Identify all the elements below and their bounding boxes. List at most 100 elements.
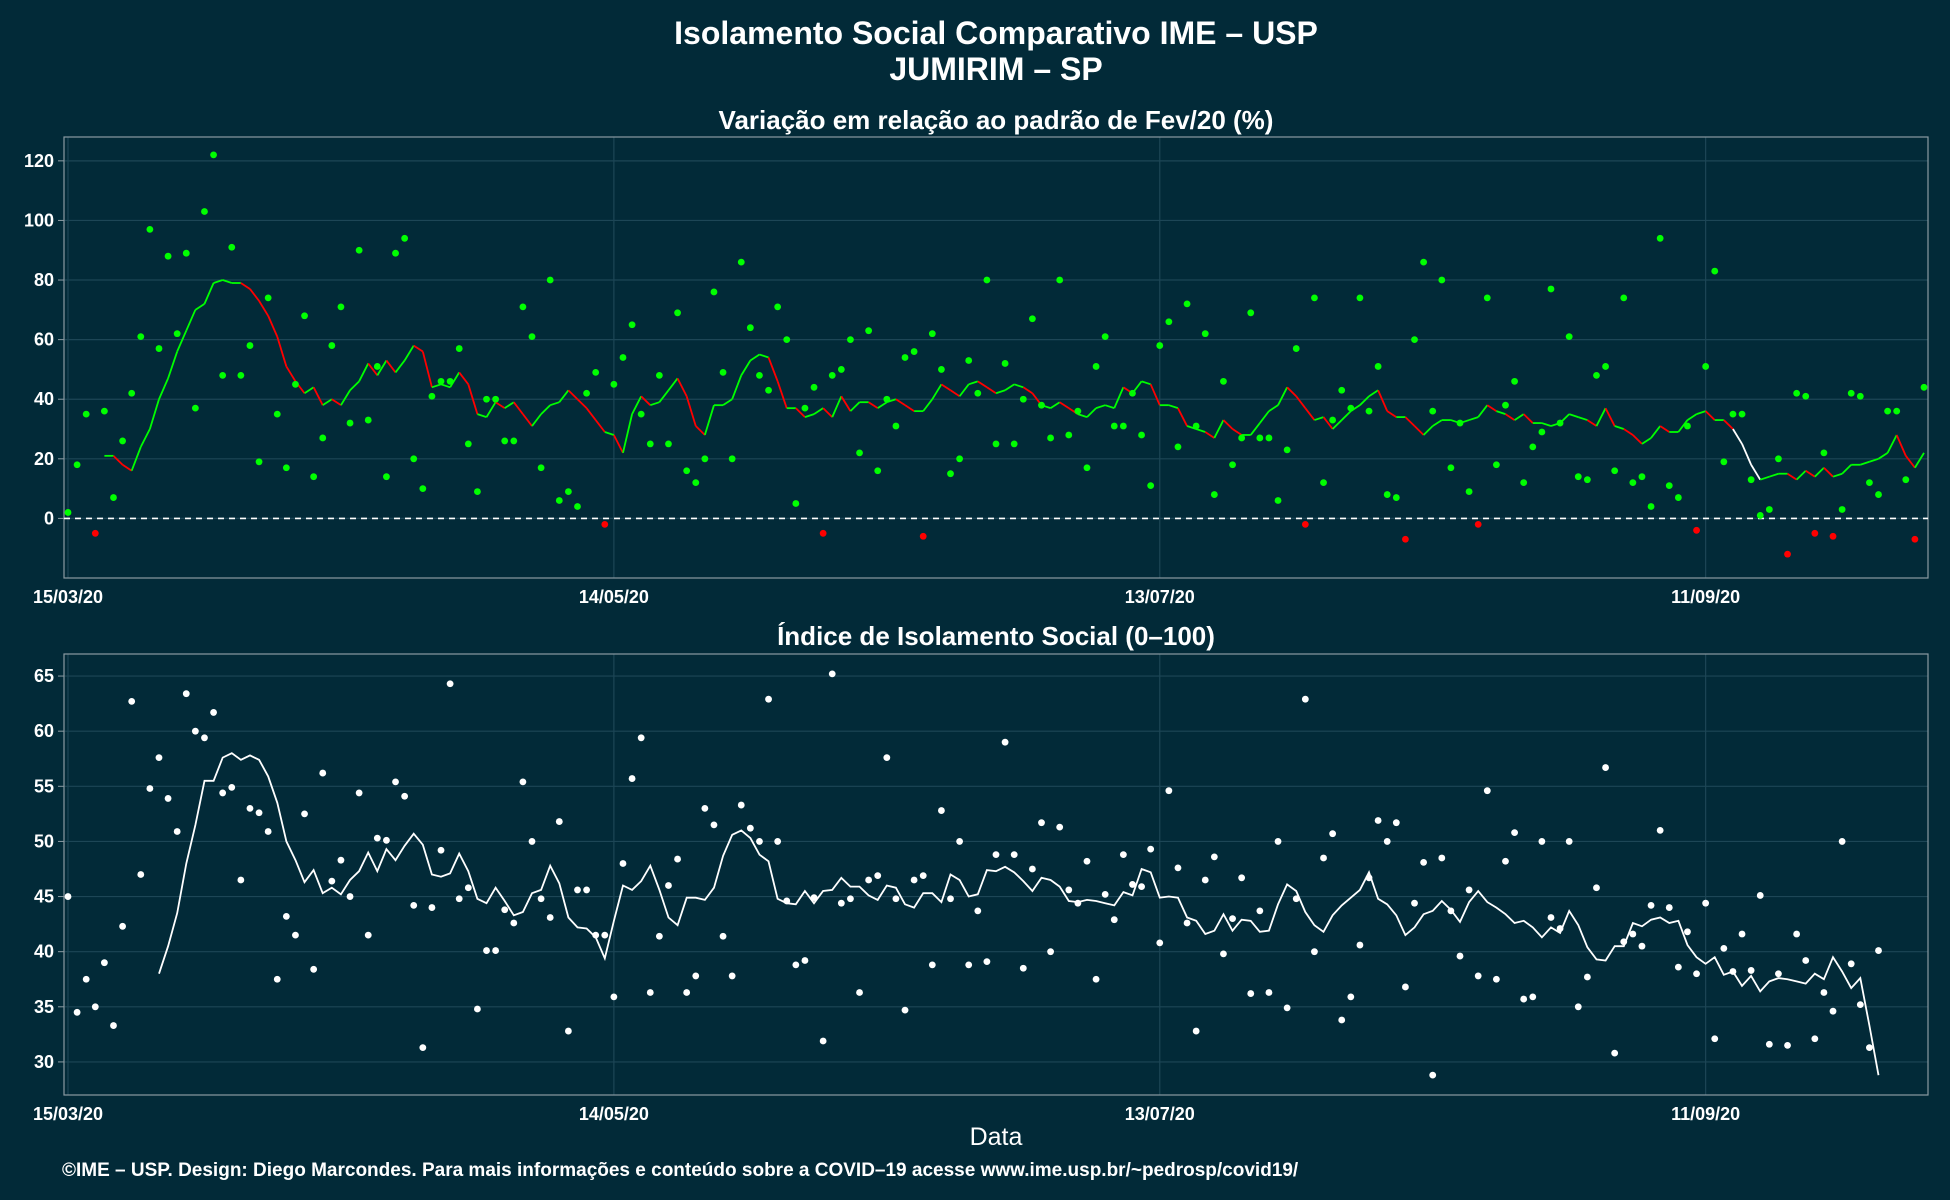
x-tick-label: 14/05/20: [579, 587, 649, 607]
daily-point: [1338, 1016, 1346, 1024]
moving-average-segment: [904, 404, 915, 412]
daily-point: [1902, 476, 1910, 484]
moving-average-segment: [376, 360, 388, 376]
moving-average-segment: [1677, 419, 1689, 433]
moving-average-segment: [403, 345, 415, 361]
moving-average-segment: [1177, 407, 1188, 427]
moving-average-segment: [1541, 422, 1552, 427]
moving-average-segment: [804, 413, 815, 418]
daily-point: [1765, 1040, 1773, 1048]
moving-average-segment: [695, 425, 706, 436]
moving-average-segment: [304, 386, 315, 395]
daily-point: [1447, 464, 1455, 472]
daily-point: [1602, 363, 1609, 370]
moving-average-segment: [585, 407, 597, 421]
moving-average-segment: [1586, 419, 1597, 427]
x-tick-label: 15/03/20: [33, 587, 103, 607]
moving-average-segment: [1496, 410, 1506, 415]
daily-point: [974, 907, 982, 915]
daily-point: [1210, 491, 1218, 498]
moving-average-segment: [958, 383, 970, 397]
daily-point: [1456, 952, 1464, 960]
daily-point: [492, 947, 500, 954]
daily-point: [765, 695, 772, 703]
daily-point: [1529, 993, 1537, 1001]
daily-point: [1483, 787, 1491, 795]
moving-average-segment: [185, 309, 197, 332]
moving-average-segment: [385, 359, 397, 373]
daily-point: [628, 321, 636, 329]
x-axis-label: Data: [970, 1123, 1023, 1151]
moving-average-segment: [258, 300, 269, 317]
daily-point: [601, 520, 609, 528]
moving-average-segment: [1195, 428, 1206, 433]
daily-point: [992, 440, 1000, 448]
daily-point: [1547, 914, 1555, 921]
x-tick-label: 14/05/20: [579, 1104, 649, 1124]
moving-average-segment: [167, 351, 179, 379]
moving-average-segment: [658, 389, 670, 403]
moving-average-line: [158, 752, 1880, 1076]
daily-point: [1074, 899, 1082, 907]
daily-point: [1165, 787, 1173, 795]
daily-point: [91, 529, 99, 537]
daily-point: [637, 410, 645, 418]
moving-average-segment: [1286, 386, 1297, 397]
daily-point: [1538, 428, 1546, 436]
moving-average-segment: [1050, 401, 1061, 409]
daily-point: [1802, 957, 1810, 964]
daily-point: [1720, 944, 1728, 952]
daily-point: [164, 795, 172, 802]
moving-average-segment: [558, 389, 570, 403]
daily-point: [1629, 930, 1637, 938]
panel-border: [63, 653, 1929, 1096]
daily-point: [1547, 285, 1555, 293]
moving-average-segment: [1468, 416, 1479, 421]
daily-point: [1356, 294, 1364, 302]
daily-point: [674, 309, 681, 317]
daily-point: [1365, 407, 1373, 415]
daily-point: [1101, 333, 1109, 341]
daily-point: [965, 961, 973, 969]
daily-point: [601, 931, 609, 939]
moving-average-segment: [513, 401, 524, 415]
moving-average-segment: [1304, 407, 1316, 421]
daily-point: [1429, 1071, 1437, 1079]
daily-point: [1329, 830, 1337, 838]
daily-point: [1183, 919, 1191, 927]
daily-point: [1356, 941, 1364, 949]
daily-point: [228, 243, 236, 251]
daily-point: [792, 500, 800, 507]
moving-average-segment: [176, 330, 188, 352]
daily-point: [364, 931, 372, 939]
moving-average-segment: [1168, 404, 1179, 410]
moving-average-segment: [1314, 416, 1324, 421]
daily-point: [1911, 535, 1919, 543]
daily-point: [346, 893, 354, 900]
moving-average-segment: [704, 404, 715, 436]
moving-average-segment: [449, 371, 460, 388]
daily-point: [355, 789, 363, 797]
daily-point: [119, 437, 126, 445]
x-tick-label: 11/09/20: [1671, 587, 1740, 607]
moving-average-segment: [767, 357, 779, 382]
daily-point: [1829, 1007, 1837, 1015]
daily-point: [1556, 419, 1564, 427]
daily-point: [64, 893, 72, 900]
daily-point: [665, 882, 672, 889]
moving-average-segment: [776, 381, 788, 409]
daily-point: [847, 336, 854, 344]
daily-point: [1838, 838, 1846, 845]
daily-point: [474, 488, 481, 495]
daily-point: [464, 440, 472, 448]
moving-average-segment: [1504, 413, 1516, 421]
daily-point: [1866, 479, 1873, 487]
moving-average-segment: [340, 389, 351, 406]
moving-average-segment: [1432, 419, 1443, 427]
daily-point: [1920, 383, 1928, 391]
daily-point: [947, 895, 954, 903]
daily-point: [555, 497, 563, 504]
daily-point: [455, 895, 463, 903]
moving-average-segment: [1869, 457, 1879, 463]
daily-point: [1793, 389, 1801, 397]
